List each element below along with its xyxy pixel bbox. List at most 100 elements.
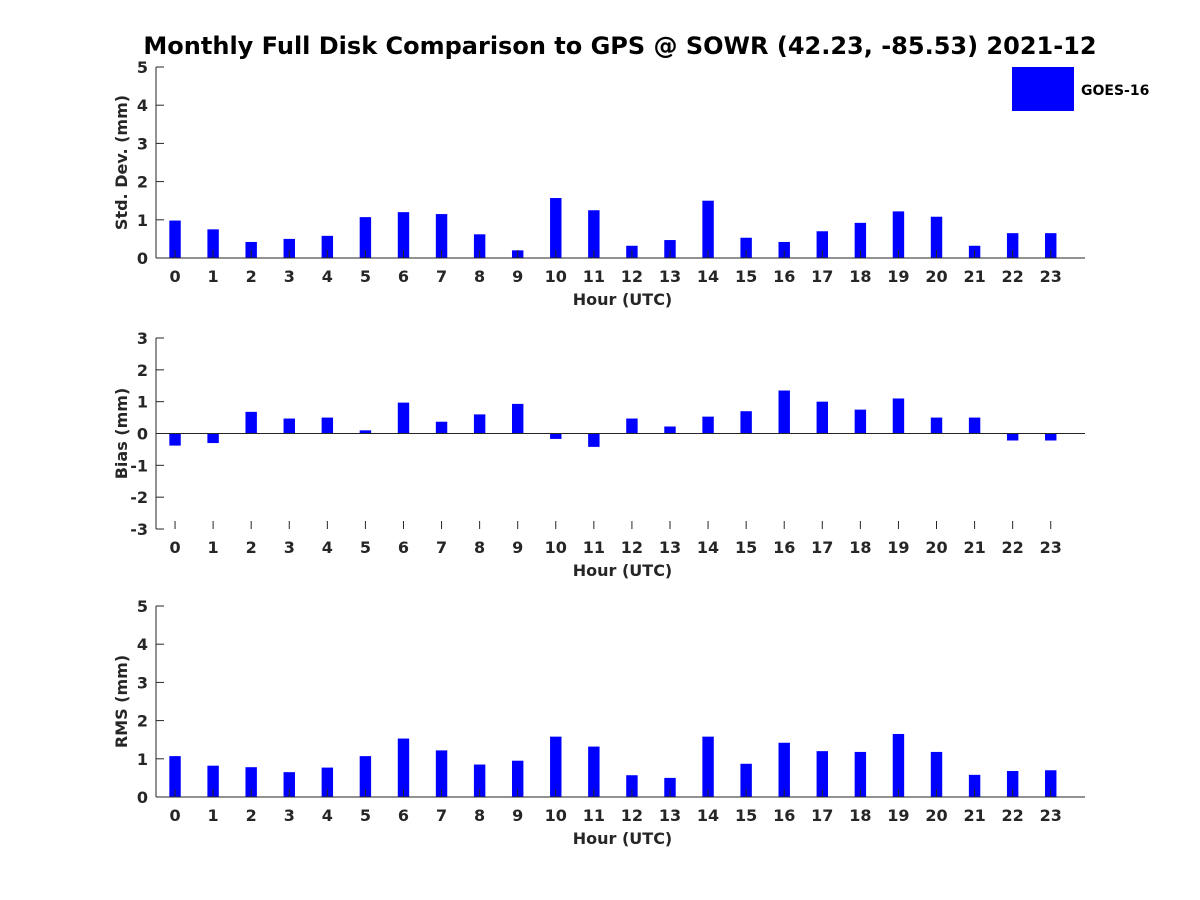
bar-std-dev-mm-hour-22 [1006,233,1019,258]
bar-rms-mm-hour-0 [169,756,181,797]
x-tick-label: 23 [1040,806,1062,825]
x-tick-label: 17 [811,538,833,557]
bar-bias-mm-hour-23 [1045,433,1057,441]
bar-bias-mm-hour-12 [626,418,638,434]
x-tick-label: 17 [811,806,833,825]
chart-title: Monthly Full Disk Comparison to GPS @ SO… [143,32,1096,60]
x-axis-label: Hour (UTC) [573,290,673,309]
x-tick-label: 4 [322,267,333,286]
x-tick-label: 2 [246,538,257,557]
x-tick-label: 17 [811,267,833,286]
bar-rms-mm-hour-6 [397,738,410,797]
legend-swatch-goes-16 [1012,67,1074,111]
x-tick-label: 22 [1002,267,1024,286]
x-tick-label: 2 [246,267,257,286]
x-tick-label: 18 [849,267,871,286]
bar-std-dev-mm-hour-14 [702,200,714,258]
x-tick-label: 0 [169,267,180,286]
x-tick-label: 8 [474,806,485,825]
bar-bias-mm-hour-10 [550,433,562,439]
bar-rms-mm-hour-17 [816,751,828,797]
bar-bias-mm-hour-21 [968,417,981,434]
x-tick-label: 14 [697,806,719,825]
x-axis-label: Hour (UTC) [573,561,673,580]
x-tick-label: 3 [284,538,295,557]
x-tick-label: 0 [169,806,180,825]
x-tick-label: 7 [436,806,447,825]
x-tick-label: 12 [621,538,643,557]
y-axis-label: Std. Dev. (mm) [112,95,131,230]
bar-rms-mm-hour-10 [550,736,562,797]
bar-rms-mm-hour-1 [207,765,219,797]
bar-std-dev-mm-hour-13 [664,240,676,258]
bar-rms-mm-hour-21 [968,774,981,797]
y-tick-label: 2 [137,173,148,192]
bar-bias-mm-hour-11 [588,433,600,447]
bar-bias-mm-hour-2 [245,411,257,434]
x-tick-label: 3 [284,267,295,286]
bar-bias-mm-hour-5 [359,430,372,434]
x-tick-label: 20 [925,538,947,557]
bar-bias-mm-hour-7 [435,421,448,434]
y-tick-label: 0 [137,249,148,268]
y-tick-label: 2 [137,361,148,380]
bar-rms-mm-hour-13 [664,777,676,797]
x-tick-label: 23 [1040,538,1062,557]
x-tick-label: 13 [659,267,681,286]
x-tick-label: 11 [583,267,605,286]
bar-rms-mm-hour-9 [511,760,524,797]
x-tick-label: 6 [398,538,409,557]
x-tick-label: 20 [925,806,947,825]
x-tick-label: 9 [512,806,523,825]
x-tick-label: 10 [545,538,567,557]
bar-rms-mm-hour-18 [854,751,867,797]
x-tick-label: 1 [208,538,219,557]
bar-std-dev-mm-hour-15 [740,237,752,258]
bar-bias-mm-hour-16 [778,390,790,434]
bar-bias-mm-hour-9 [511,403,524,434]
bar-std-dev-mm-hour-2 [245,241,257,258]
y-tick-label: 1 [137,393,148,412]
x-tick-label: 15 [735,267,757,286]
bar-std-dev-mm-hour-0 [169,220,181,258]
x-tick-label: 7 [436,538,447,557]
bar-std-dev-mm-hour-20 [930,216,943,258]
y-tick-label: -3 [130,520,148,539]
x-tick-label: 4 [322,806,333,825]
x-tick-label: 10 [545,806,567,825]
y-tick-label: 1 [137,211,148,230]
bar-std-dev-mm-hour-3 [283,238,295,258]
bar-rms-mm-hour-15 [740,763,752,797]
bar-rms-mm-hour-4 [321,767,334,797]
bar-std-dev-mm-hour-5 [359,217,372,258]
y-tick-label: 3 [137,673,148,692]
x-tick-label: 10 [545,267,567,286]
bar-std-dev-mm-hour-17 [816,231,828,258]
x-tick-label: 5 [360,806,371,825]
x-tick-label: 0 [169,538,180,557]
bar-rms-mm-hour-23 [1045,770,1057,797]
x-tick-label: 16 [773,806,795,825]
bar-bias-mm-hour-3 [283,418,295,434]
y-tick-label: -1 [130,456,148,475]
bar-bias-mm-hour-1 [207,433,219,444]
x-tick-label: 16 [773,267,795,286]
y-axis-label: RMS (mm) [112,655,131,748]
x-tick-label: 15 [735,538,757,557]
x-tick-label: 23 [1040,267,1062,286]
bar-std-dev-mm-hour-18 [854,222,867,258]
bar-bias-mm-hour-19 [892,398,905,434]
x-tick-label: 19 [887,538,909,557]
x-tick-label: 12 [621,806,643,825]
bar-bias-mm-hour-8 [473,414,486,434]
y-tick-label: -2 [130,488,148,507]
bar-std-dev-mm-hour-23 [1045,233,1057,258]
bar-std-dev-mm-hour-6 [397,212,410,258]
x-tick-label: 13 [659,806,681,825]
bar-std-dev-mm-hour-19 [892,211,905,258]
bar-rms-mm-hour-7 [435,750,448,797]
bar-bias-mm-hour-0 [169,433,181,446]
bar-rms-mm-hour-3 [283,772,295,797]
bar-bias-mm-hour-13 [664,426,676,434]
